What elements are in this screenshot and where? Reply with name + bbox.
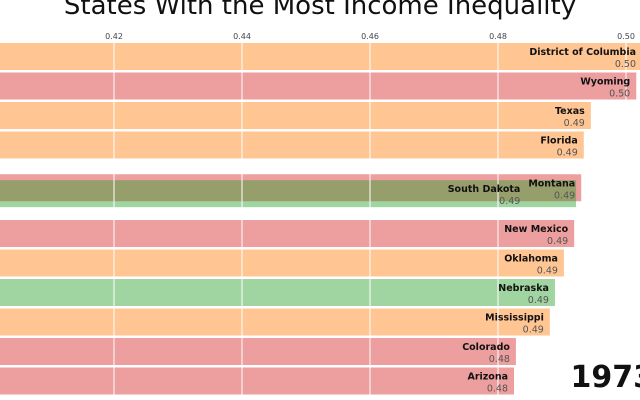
bar-name-label: Colorado [462,342,510,353]
x-tick-label: 0.46 [361,32,379,41]
chart-title: States With the Most Income Inequality [63,0,577,21]
bar-name-label: Texas [555,106,585,117]
bar-mississippi [0,308,550,336]
bar-value-label: 0.49 [528,295,549,306]
x-tick-label: 0.42 [105,32,123,41]
bar-texas [0,102,591,129]
bar-name-label: South Dakota [448,184,521,195]
bar-district-of-columbia [0,43,640,70]
bar-name-label: Florida [540,136,577,147]
bar-value-label: 0.50 [615,59,636,70]
bar-florida [0,131,584,159]
bar-oklahoma [0,249,564,277]
bar-nebraska [0,279,555,306]
bar-montana [0,174,582,202]
bar-name-label: Wyoming [580,77,630,88]
bar-colorado [0,338,516,365]
bar-value-label: 0.48 [489,354,510,365]
bar-name-label: New Mexico [504,224,568,235]
bar-name-label: Mississippi [485,313,544,324]
bar-name-label: Montana [528,178,575,189]
x-tick-label: 0.48 [489,32,507,41]
bar-name-label: Oklahoma [504,254,558,265]
bar-value-label: 0.49 [537,266,558,277]
bar-value-label: 0.49 [547,236,568,247]
x-tick-label: 0.44 [233,32,251,41]
bar-value-label: 0.49 [499,196,520,207]
bar-value-label: 0.50 [609,89,630,100]
bar-value-label: 0.49 [557,148,578,159]
bar-value-label: 0.48 [487,384,508,395]
bar-arizona [0,367,514,395]
bar-new-mexico [0,220,575,247]
bar-name-label: Nebraska [498,283,549,294]
bar-value-label: 0.49 [523,325,544,336]
bar-name-label: District of Columbia [529,47,636,58]
bar-name-label: Arizona [467,372,508,383]
bar-wyoming [0,72,637,100]
bar-value-label: 0.49 [554,190,575,201]
bar-south-dakota [0,180,577,208]
year-label: 1973 [570,360,640,395]
bar-value-label: 0.49 [564,118,585,129]
x-tick-label: 0.50 [617,32,635,41]
